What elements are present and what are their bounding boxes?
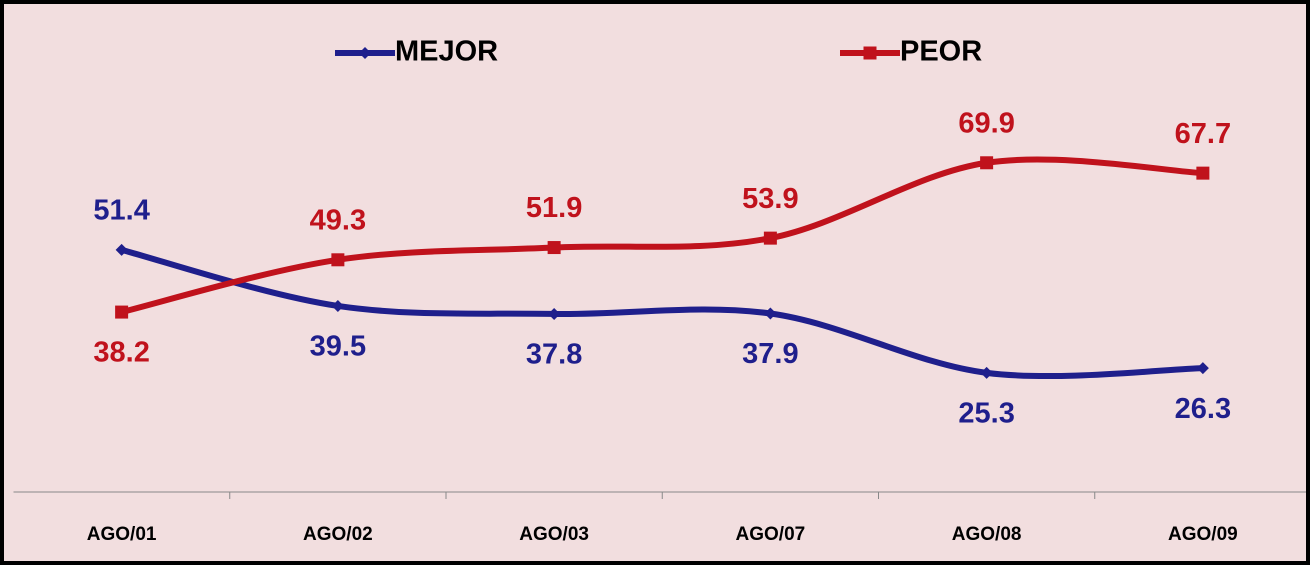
data-label: 26.3	[1175, 393, 1231, 425]
data-label: 51.9	[526, 192, 582, 224]
marker	[980, 156, 994, 170]
marker	[763, 231, 777, 245]
data-label: 37.9	[742, 338, 798, 370]
data-label: 37.8	[526, 339, 582, 371]
marker	[1196, 166, 1210, 180]
marker	[115, 305, 129, 319]
marker	[115, 243, 128, 256]
x-tick-label: AGO/07	[736, 524, 806, 545]
marker	[548, 307, 561, 320]
data-label: 25.3	[958, 397, 1014, 429]
marker	[863, 46, 877, 60]
series-line	[120, 247, 1203, 380]
series-line	[120, 156, 1204, 315]
marker	[331, 299, 344, 312]
data-label: 39.5	[310, 331, 366, 363]
data-label: 69.9	[958, 107, 1014, 139]
marker	[980, 366, 993, 379]
marker	[1196, 362, 1209, 375]
marker	[359, 47, 371, 59]
x-tick-label: AGO/03	[519, 524, 589, 545]
x-tick-label: AGO/08	[952, 524, 1022, 545]
data-label: 38.2	[93, 337, 149, 369]
marker	[547, 241, 561, 255]
x-tick-label: AGO/09	[1168, 524, 1238, 545]
data-label: 53.9	[742, 183, 798, 215]
data-label: 51.4	[93, 195, 149, 227]
marker	[764, 307, 777, 320]
legend-label: PEOR	[900, 36, 982, 68]
legend-label: MEJOR	[395, 36, 498, 68]
x-tick-label: AGO/02	[303, 524, 373, 545]
marker	[331, 253, 345, 267]
x-tick-label: AGO/01	[87, 524, 157, 545]
data-label: 49.3	[310, 204, 366, 236]
data-label: 67.7	[1175, 118, 1231, 150]
